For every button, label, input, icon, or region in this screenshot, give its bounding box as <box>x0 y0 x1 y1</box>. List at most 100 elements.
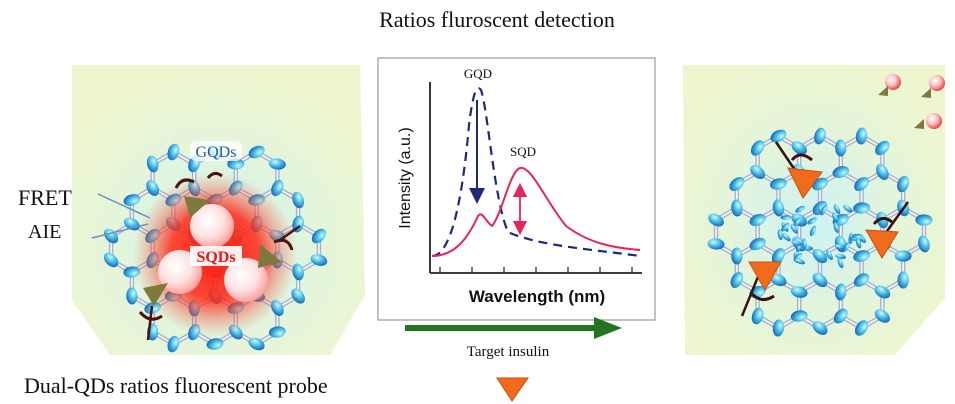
sqds-label-backdrop <box>190 246 242 266</box>
network-node <box>126 287 138 305</box>
linker-triangle <box>143 283 168 306</box>
network-node <box>855 127 868 145</box>
insulin-triangle-icon <box>748 261 782 292</box>
scattered-fragment <box>835 253 846 260</box>
released-sqd-sphere <box>929 75 945 91</box>
network-node <box>897 271 909 289</box>
fret-label: FRET <box>18 185 72 210</box>
spectrum-frame <box>377 57 656 321</box>
network-node <box>918 235 930 253</box>
spectrum-plot: GQD SQD Intensity (a.u.) Wavelength (nm) <box>377 57 656 321</box>
linker-arc <box>206 171 223 179</box>
gqds-label-backdrop <box>190 141 242 161</box>
network-node <box>853 202 871 214</box>
fret-pointer-line <box>97 193 151 219</box>
network-node <box>854 320 869 336</box>
scattered-fragment <box>791 240 802 246</box>
probe-caption: Dual-QDs ratios fluorescent probe <box>24 373 328 398</box>
network-node <box>812 272 828 288</box>
network-node <box>771 248 785 264</box>
linker-triangles <box>138 171 301 341</box>
linker-triangle <box>258 244 282 268</box>
linker-line <box>146 305 154 341</box>
linker-arc <box>750 292 775 301</box>
network-node <box>894 250 912 262</box>
linker-line <box>279 224 301 242</box>
bound-insulin-group <box>740 141 910 317</box>
insulin-triangle-icon <box>865 229 899 259</box>
network-node <box>206 338 224 350</box>
network-node <box>291 288 305 304</box>
scattered-fragment <box>842 242 851 252</box>
insulin-triangle-icon <box>787 167 823 199</box>
network-node <box>790 310 808 322</box>
network-node <box>790 286 808 298</box>
network-node <box>853 273 870 287</box>
graphene-network-right <box>707 127 933 337</box>
insulin-triangle-icon <box>496 377 529 402</box>
network-node <box>874 285 891 299</box>
network-node <box>833 308 848 324</box>
network-node <box>310 254 328 266</box>
network-node <box>227 158 245 170</box>
network-node <box>835 139 847 157</box>
x-axis-label: Wavelength (nm) <box>469 287 605 306</box>
linker-arc <box>790 153 813 162</box>
probe-panel: GQDs SQDs <box>72 65 365 355</box>
sqd-sphere <box>190 204 234 248</box>
network-node <box>749 237 766 251</box>
sqd-emission-curve <box>431 166 641 257</box>
scattered-fragment <box>837 257 844 269</box>
network-node <box>772 199 785 217</box>
network-node <box>874 309 890 323</box>
network-node <box>731 199 743 217</box>
linker-triangle <box>184 196 210 218</box>
network-node <box>772 319 785 337</box>
network-node <box>731 247 743 265</box>
network-node <box>146 155 159 173</box>
network-node <box>814 127 826 145</box>
scattered-fragment <box>794 258 806 265</box>
network-node <box>897 175 910 193</box>
network-node <box>812 248 828 264</box>
x-axis-ticks <box>439 267 633 273</box>
network-node <box>832 166 850 178</box>
scattered-fragment <box>843 205 853 213</box>
linker-arc <box>872 217 893 225</box>
scattered-fragment <box>833 204 841 215</box>
sqd-sphere <box>224 258 268 302</box>
released-linker-triangle <box>914 119 924 129</box>
network-node <box>268 326 286 338</box>
network-node <box>770 129 787 143</box>
process-arrow-label: Target insulin <box>467 344 550 360</box>
linker-arc <box>174 178 195 189</box>
network-node <box>167 335 180 353</box>
scattered-fragment <box>820 205 828 215</box>
scattered-fragment <box>832 212 839 223</box>
scattered-fragment <box>793 217 801 227</box>
network-node <box>812 321 828 335</box>
scattered-fragment <box>851 233 863 239</box>
scattered-fragment <box>834 244 846 250</box>
gqds-label: GQDs <box>196 144 237 161</box>
network-node <box>835 283 847 301</box>
detection-panel <box>683 65 945 355</box>
network-node <box>167 143 180 161</box>
network-node <box>708 213 724 227</box>
scattered-fragment <box>826 250 833 261</box>
network-node <box>853 250 870 262</box>
network-node <box>248 145 265 159</box>
network-node <box>875 140 890 156</box>
network-node <box>271 179 284 197</box>
network-node <box>770 178 787 190</box>
network-node <box>123 194 141 206</box>
y-axis-label: Intensity (a.u.) <box>397 127 414 228</box>
network-node <box>311 228 327 244</box>
sqd-peak-label: SQD <box>510 144 536 159</box>
scattered-fragment <box>807 217 817 225</box>
released-linker-triangle <box>921 88 931 98</box>
scattered-fragment <box>790 224 798 234</box>
aie-pointer-line <box>91 223 149 239</box>
network-node <box>248 337 265 351</box>
